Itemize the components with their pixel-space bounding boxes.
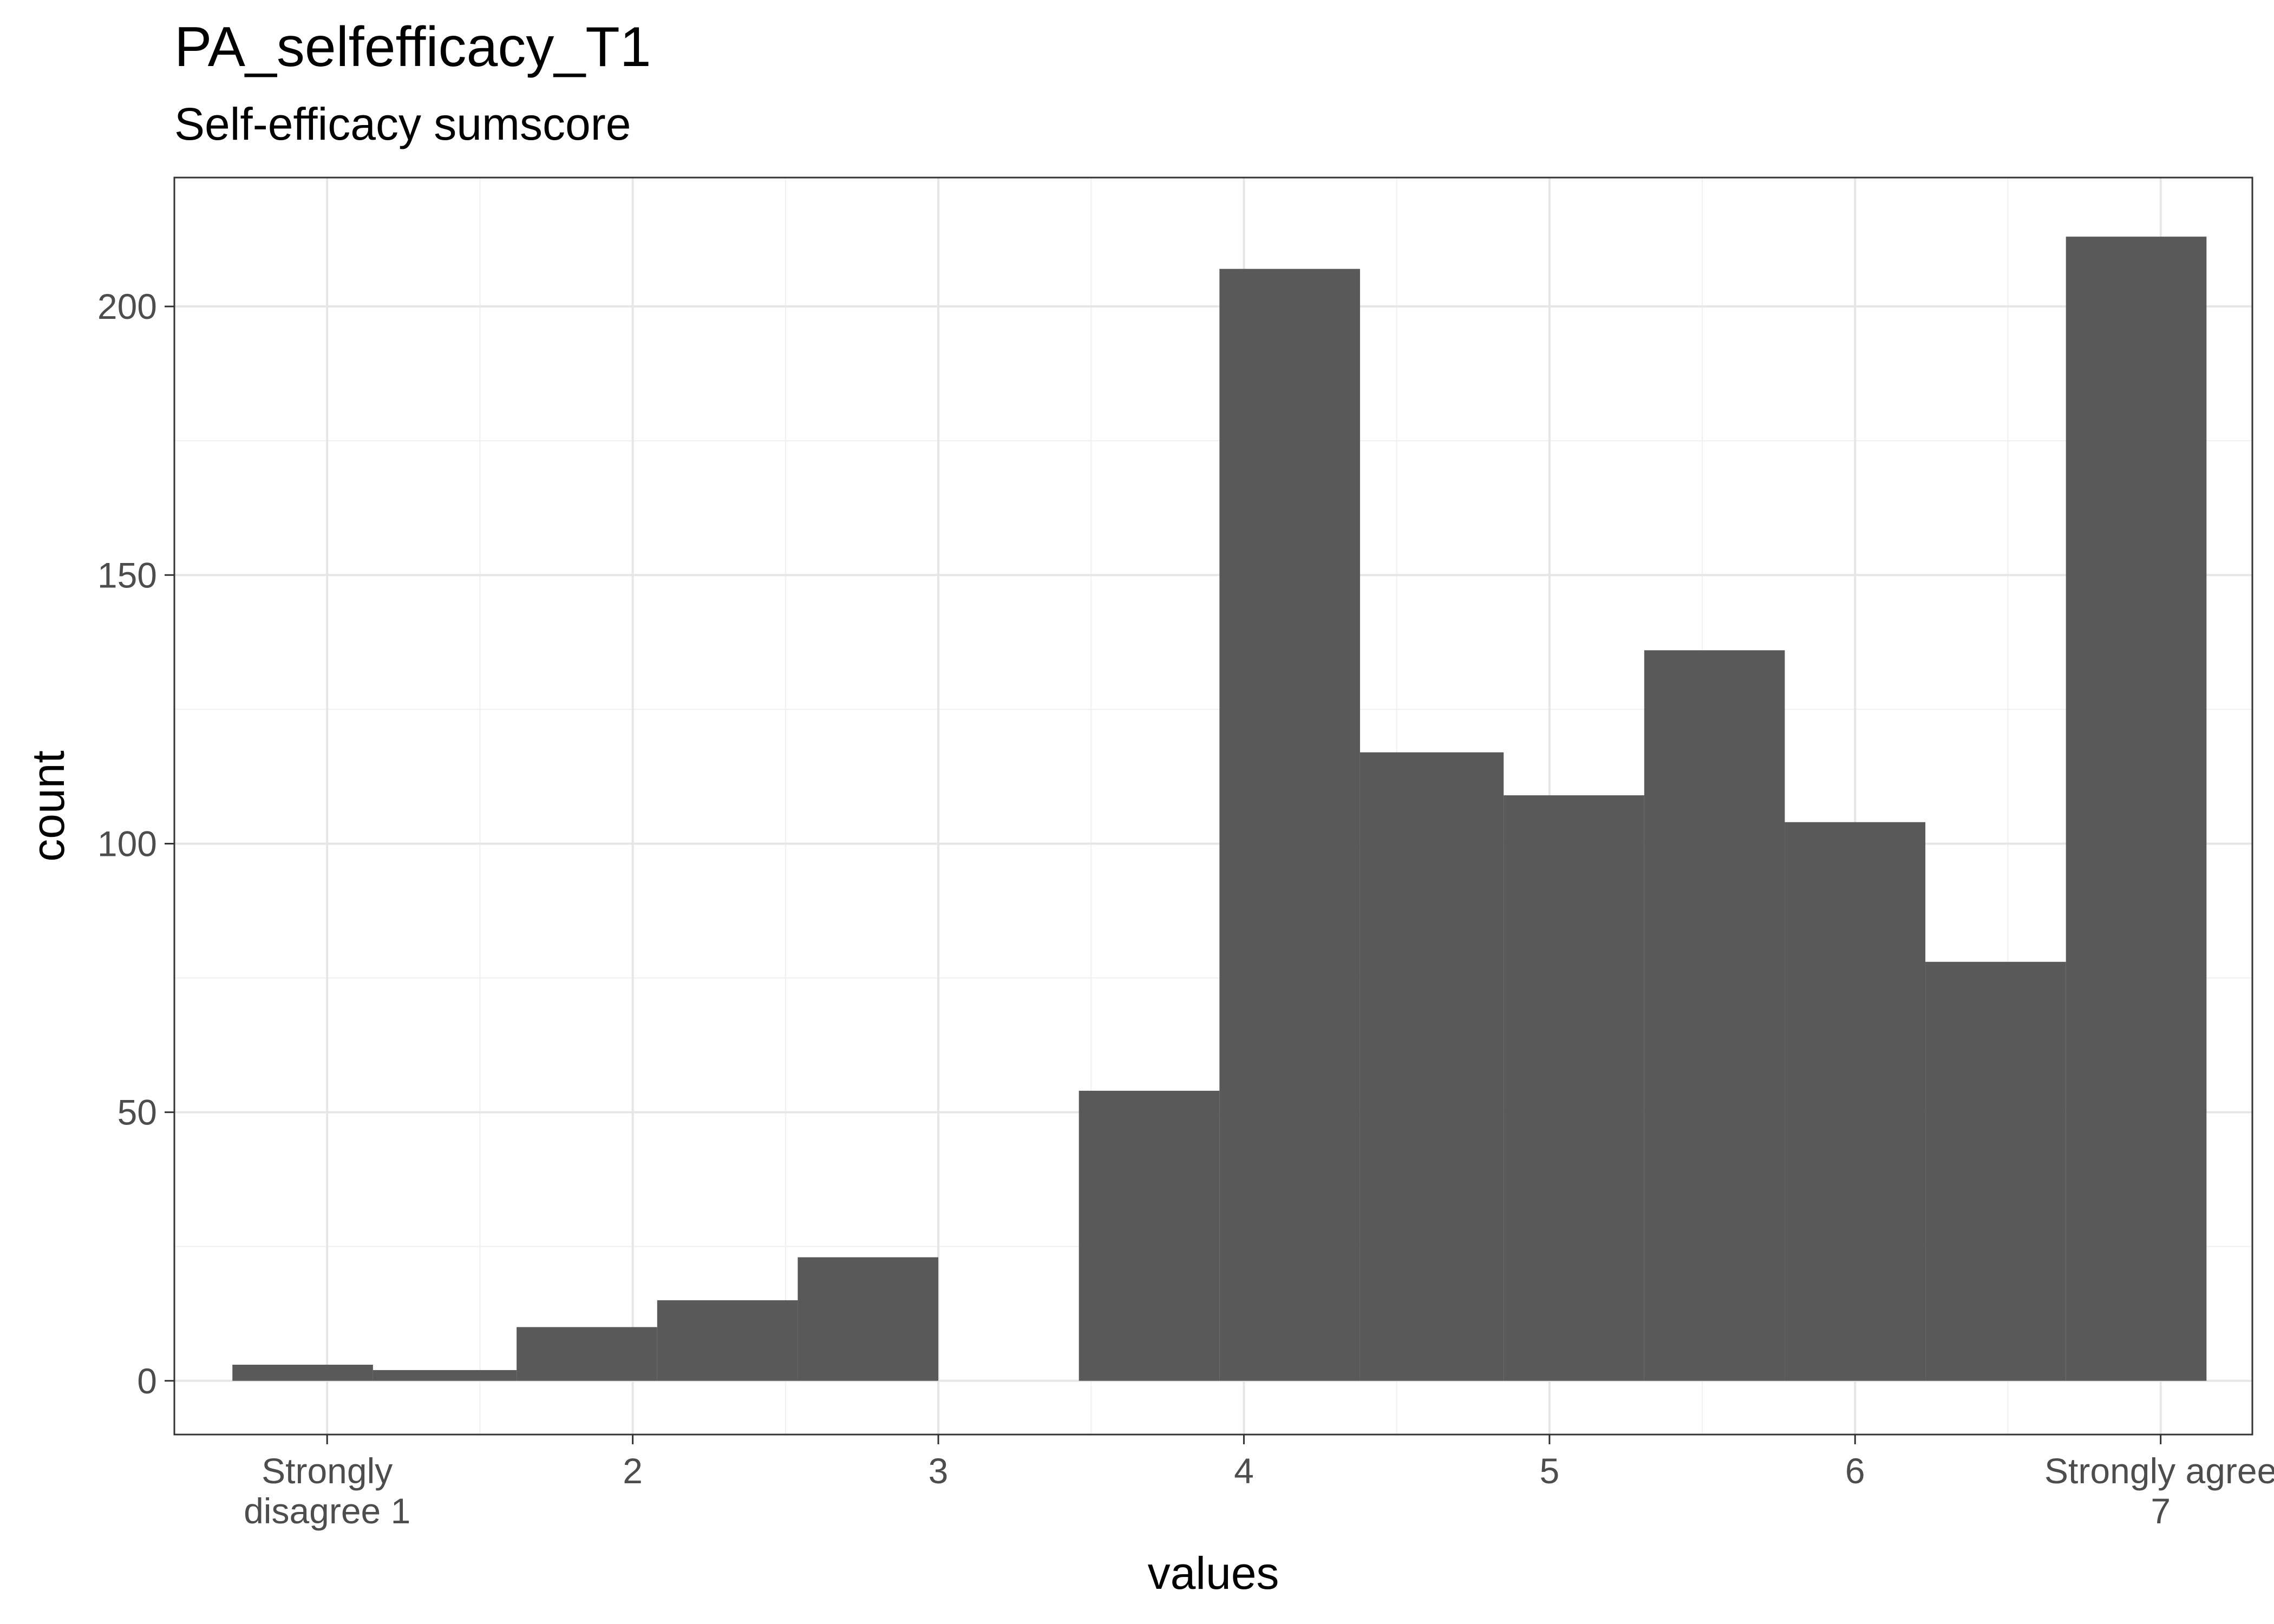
histogram-bars bbox=[232, 237, 2207, 1381]
histogram-bar bbox=[1360, 752, 1504, 1381]
x-tick-label: 3 bbox=[929, 1451, 949, 1491]
histogram-bar bbox=[517, 1327, 657, 1381]
y-tick-label: 100 bbox=[97, 823, 157, 863]
y-tick-label: 150 bbox=[97, 555, 157, 595]
histogram-bar bbox=[1925, 961, 2066, 1381]
axis-ticks: Strongly disagree 1 2 3 4 5 6 Strongly agree 7 0 5… bbox=[97, 286, 2274, 1531]
chart-title: PA_selfefficacy_T1 bbox=[174, 16, 651, 78]
plot-panel-border bbox=[173, 176, 2253, 1436]
y-tick-label: 0 bbox=[137, 1361, 157, 1401]
histogram-bar bbox=[373, 1370, 517, 1381]
histogram-bar bbox=[1785, 822, 1926, 1381]
histogram-bar bbox=[1644, 650, 1785, 1381]
histogram-bar bbox=[1504, 795, 1644, 1381]
chart-subtitle: Self-efficacy sumscore bbox=[174, 99, 631, 149]
x-tick-label: 4 bbox=[1234, 1451, 1254, 1491]
y-axis-title: count bbox=[23, 750, 74, 862]
x-tick-label: 6 bbox=[1845, 1451, 1865, 1491]
histogram-bar bbox=[1219, 269, 1360, 1381]
histogram-bar bbox=[2066, 237, 2207, 1381]
y-tick-label: 50 bbox=[117, 1092, 157, 1132]
histogram-bar bbox=[232, 1365, 373, 1381]
x-tick-label: 2 bbox=[623, 1451, 643, 1491]
x-axis-title: values bbox=[1148, 1548, 1279, 1599]
histogram-bar bbox=[657, 1300, 798, 1381]
x-tick-label: Strongly agree 7 bbox=[2044, 1451, 2274, 1531]
x-tick-label: Strongly disagree 1 bbox=[244, 1451, 410, 1531]
histogram-bar bbox=[798, 1257, 939, 1381]
x-tick-label: 5 bbox=[1539, 1451, 1559, 1491]
y-tick-label: 200 bbox=[97, 286, 157, 326]
histogram-bar bbox=[1079, 1090, 1220, 1381]
